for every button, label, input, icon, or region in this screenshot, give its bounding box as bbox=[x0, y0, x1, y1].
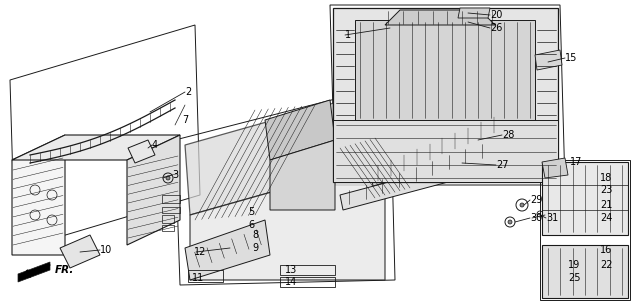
Text: 17: 17 bbox=[570, 157, 582, 167]
Text: 3: 3 bbox=[172, 170, 178, 180]
Text: 26: 26 bbox=[490, 23, 502, 33]
Polygon shape bbox=[333, 120, 558, 182]
Text: 13: 13 bbox=[285, 265, 297, 275]
Polygon shape bbox=[190, 160, 385, 280]
Text: 8: 8 bbox=[252, 230, 258, 240]
Circle shape bbox=[166, 176, 170, 180]
Text: 7: 7 bbox=[182, 115, 188, 125]
Polygon shape bbox=[355, 20, 535, 120]
Bar bbox=[162, 225, 174, 231]
Text: 22: 22 bbox=[600, 260, 612, 270]
Polygon shape bbox=[12, 135, 180, 160]
Text: 12: 12 bbox=[194, 247, 206, 257]
Text: 29: 29 bbox=[530, 195, 542, 205]
Bar bbox=[280, 277, 335, 287]
Bar bbox=[162, 215, 174, 223]
Text: 31: 31 bbox=[546, 213, 558, 223]
Polygon shape bbox=[458, 8, 490, 18]
Text: 2: 2 bbox=[185, 87, 191, 97]
Circle shape bbox=[508, 220, 512, 224]
Text: FR.: FR. bbox=[55, 265, 74, 275]
Text: 19: 19 bbox=[568, 260, 580, 270]
Text: 11: 11 bbox=[192, 273, 204, 283]
Polygon shape bbox=[370, 130, 503, 186]
Polygon shape bbox=[185, 90, 385, 215]
Text: 30: 30 bbox=[530, 213, 542, 223]
Text: 4: 4 bbox=[152, 140, 158, 150]
Bar bbox=[162, 195, 180, 203]
Polygon shape bbox=[18, 262, 50, 282]
Text: 5: 5 bbox=[248, 207, 254, 217]
Circle shape bbox=[520, 203, 524, 207]
Bar bbox=[162, 207, 180, 213]
Bar bbox=[280, 265, 335, 275]
Text: 15: 15 bbox=[565, 53, 577, 63]
Polygon shape bbox=[333, 8, 558, 182]
Polygon shape bbox=[128, 140, 155, 163]
Polygon shape bbox=[185, 220, 270, 280]
Polygon shape bbox=[12, 135, 65, 255]
Text: 20: 20 bbox=[490, 10, 502, 20]
Text: 24: 24 bbox=[600, 213, 612, 223]
Text: 6: 6 bbox=[248, 220, 254, 230]
Text: 21: 21 bbox=[600, 200, 612, 210]
Text: 9: 9 bbox=[252, 243, 258, 253]
Polygon shape bbox=[127, 135, 180, 245]
Polygon shape bbox=[542, 245, 628, 298]
Bar bbox=[188, 270, 223, 282]
Polygon shape bbox=[542, 162, 628, 235]
Polygon shape bbox=[542, 158, 568, 178]
Text: 10: 10 bbox=[100, 245, 112, 255]
Polygon shape bbox=[385, 10, 495, 25]
Text: 23: 23 bbox=[600, 185, 612, 195]
Text: 18: 18 bbox=[600, 173, 612, 183]
Text: 1: 1 bbox=[345, 30, 351, 40]
Polygon shape bbox=[60, 235, 100, 268]
Text: 27: 27 bbox=[496, 160, 509, 170]
Text: 14: 14 bbox=[285, 277, 297, 287]
Text: 25: 25 bbox=[568, 273, 580, 283]
Polygon shape bbox=[340, 155, 493, 210]
Text: 28: 28 bbox=[502, 130, 515, 140]
Text: 16: 16 bbox=[600, 245, 612, 255]
Polygon shape bbox=[265, 100, 335, 160]
Polygon shape bbox=[270, 140, 335, 210]
Polygon shape bbox=[535, 50, 562, 70]
